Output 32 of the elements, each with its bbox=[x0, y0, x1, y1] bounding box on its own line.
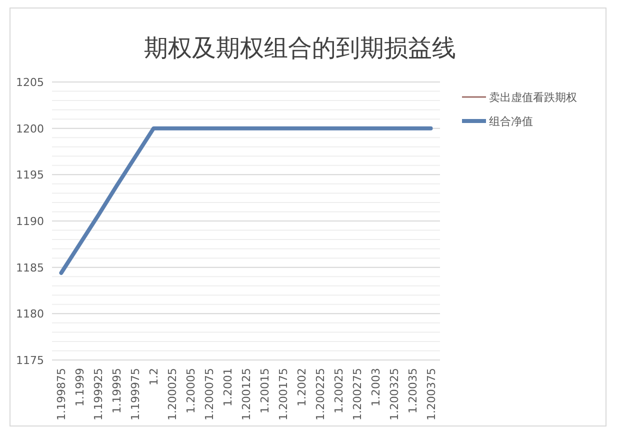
x-tick-label: 1.1999 bbox=[74, 368, 87, 406]
y-tick-label: 1205 bbox=[16, 76, 44, 89]
x-tick-label: 1.20005 bbox=[184, 368, 198, 414]
x-tick-label: 1.200375 bbox=[424, 368, 438, 420]
x-tick-label: 1.200075 bbox=[203, 368, 216, 420]
x-tick-label: 1.200025 bbox=[166, 368, 180, 420]
x-tick-label: 1.199925 bbox=[92, 368, 106, 420]
x-tick-label: 1.20015 bbox=[258, 368, 272, 414]
x-tick-label: 1.2001 bbox=[222, 368, 235, 406]
chart-title: 期权及期权组合的到期损益线 bbox=[144, 34, 456, 62]
x-tick-label: 1.2002 bbox=[295, 368, 308, 406]
x-tick-label: 1.200125 bbox=[240, 368, 253, 420]
x-tick-label: 1.2 bbox=[148, 368, 161, 386]
y-tick-label: 1200 bbox=[16, 122, 44, 136]
y-tick-label: 1190 bbox=[16, 215, 44, 228]
y-tick-label: 1185 bbox=[16, 261, 44, 274]
legend-label: 组合净值 bbox=[489, 115, 533, 128]
y-tick-label: 1180 bbox=[16, 308, 44, 321]
x-tick-label: 1.200275 bbox=[350, 368, 364, 420]
legend-label: 卖出虚值看跌期权 bbox=[489, 91, 577, 104]
x-tick-label: 1.200225 bbox=[314, 368, 327, 420]
x-tick-label: 1.199875 bbox=[55, 368, 68, 420]
x-tick-label: 1.19995 bbox=[110, 368, 124, 414]
x-tick-label: 1.200325 bbox=[388, 368, 401, 420]
x-tick-label: 1.20035 bbox=[406, 368, 420, 414]
line-series bbox=[59, 126, 433, 275]
y-tick-label: 1175 bbox=[16, 354, 44, 367]
y-tick-label: 1195 bbox=[16, 168, 44, 182]
x-tick-label: 1.20025 bbox=[332, 368, 346, 414]
x-tick-label: 1.2003 bbox=[369, 368, 382, 406]
x-tick-label: 1.200175 bbox=[276, 368, 290, 420]
x-tick-label: 1.199975 bbox=[129, 368, 142, 420]
